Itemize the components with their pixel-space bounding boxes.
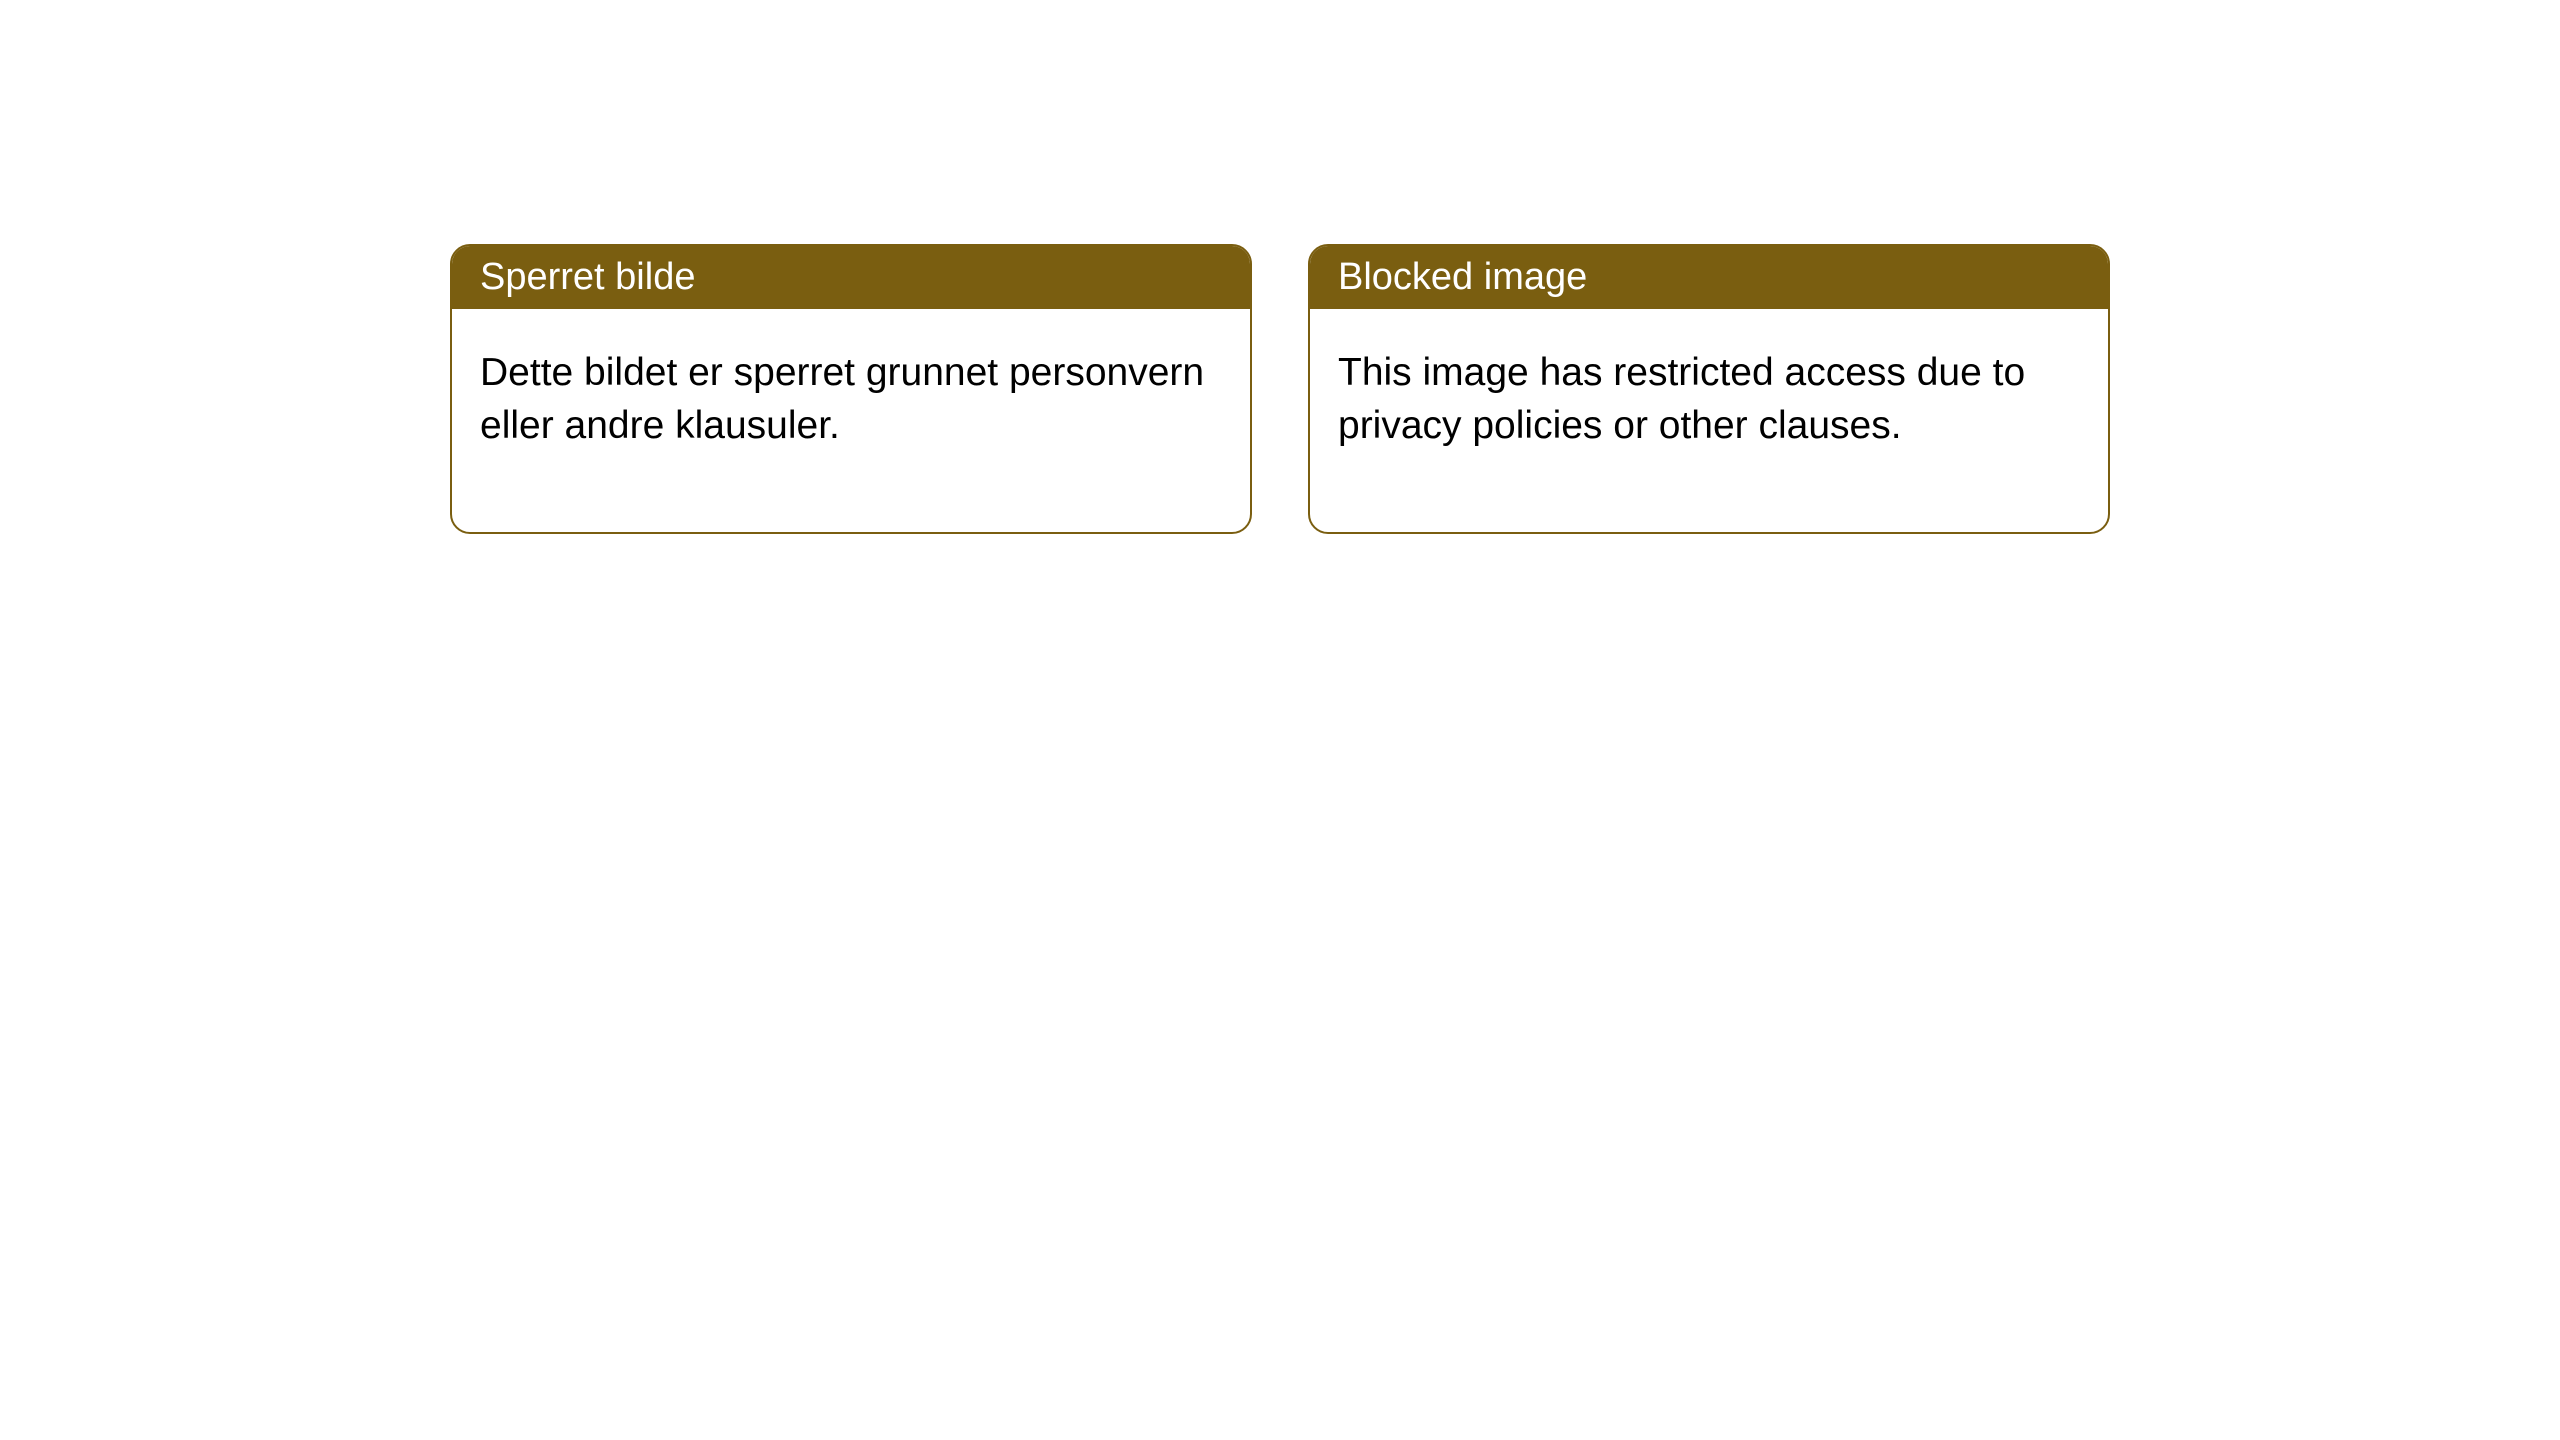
card-body: This image has restricted access due to … (1310, 309, 2108, 532)
card-header: Sperret bilde (452, 246, 1250, 309)
card-body-text: This image has restricted access due to … (1338, 351, 2025, 447)
card-body: Dette bildet er sperret grunnet personve… (452, 309, 1250, 532)
card-body-text: Dette bildet er sperret grunnet personve… (480, 351, 1204, 447)
card-title: Blocked image (1338, 256, 1587, 298)
card-header: Blocked image (1310, 246, 2108, 309)
card-container: Sperret bilde Dette bildet er sperret gr… (0, 0, 2560, 534)
notice-card-english: Blocked image This image has restricted … (1308, 244, 2110, 534)
notice-card-norwegian: Sperret bilde Dette bildet er sperret gr… (450, 244, 1252, 534)
card-title: Sperret bilde (480, 256, 695, 298)
